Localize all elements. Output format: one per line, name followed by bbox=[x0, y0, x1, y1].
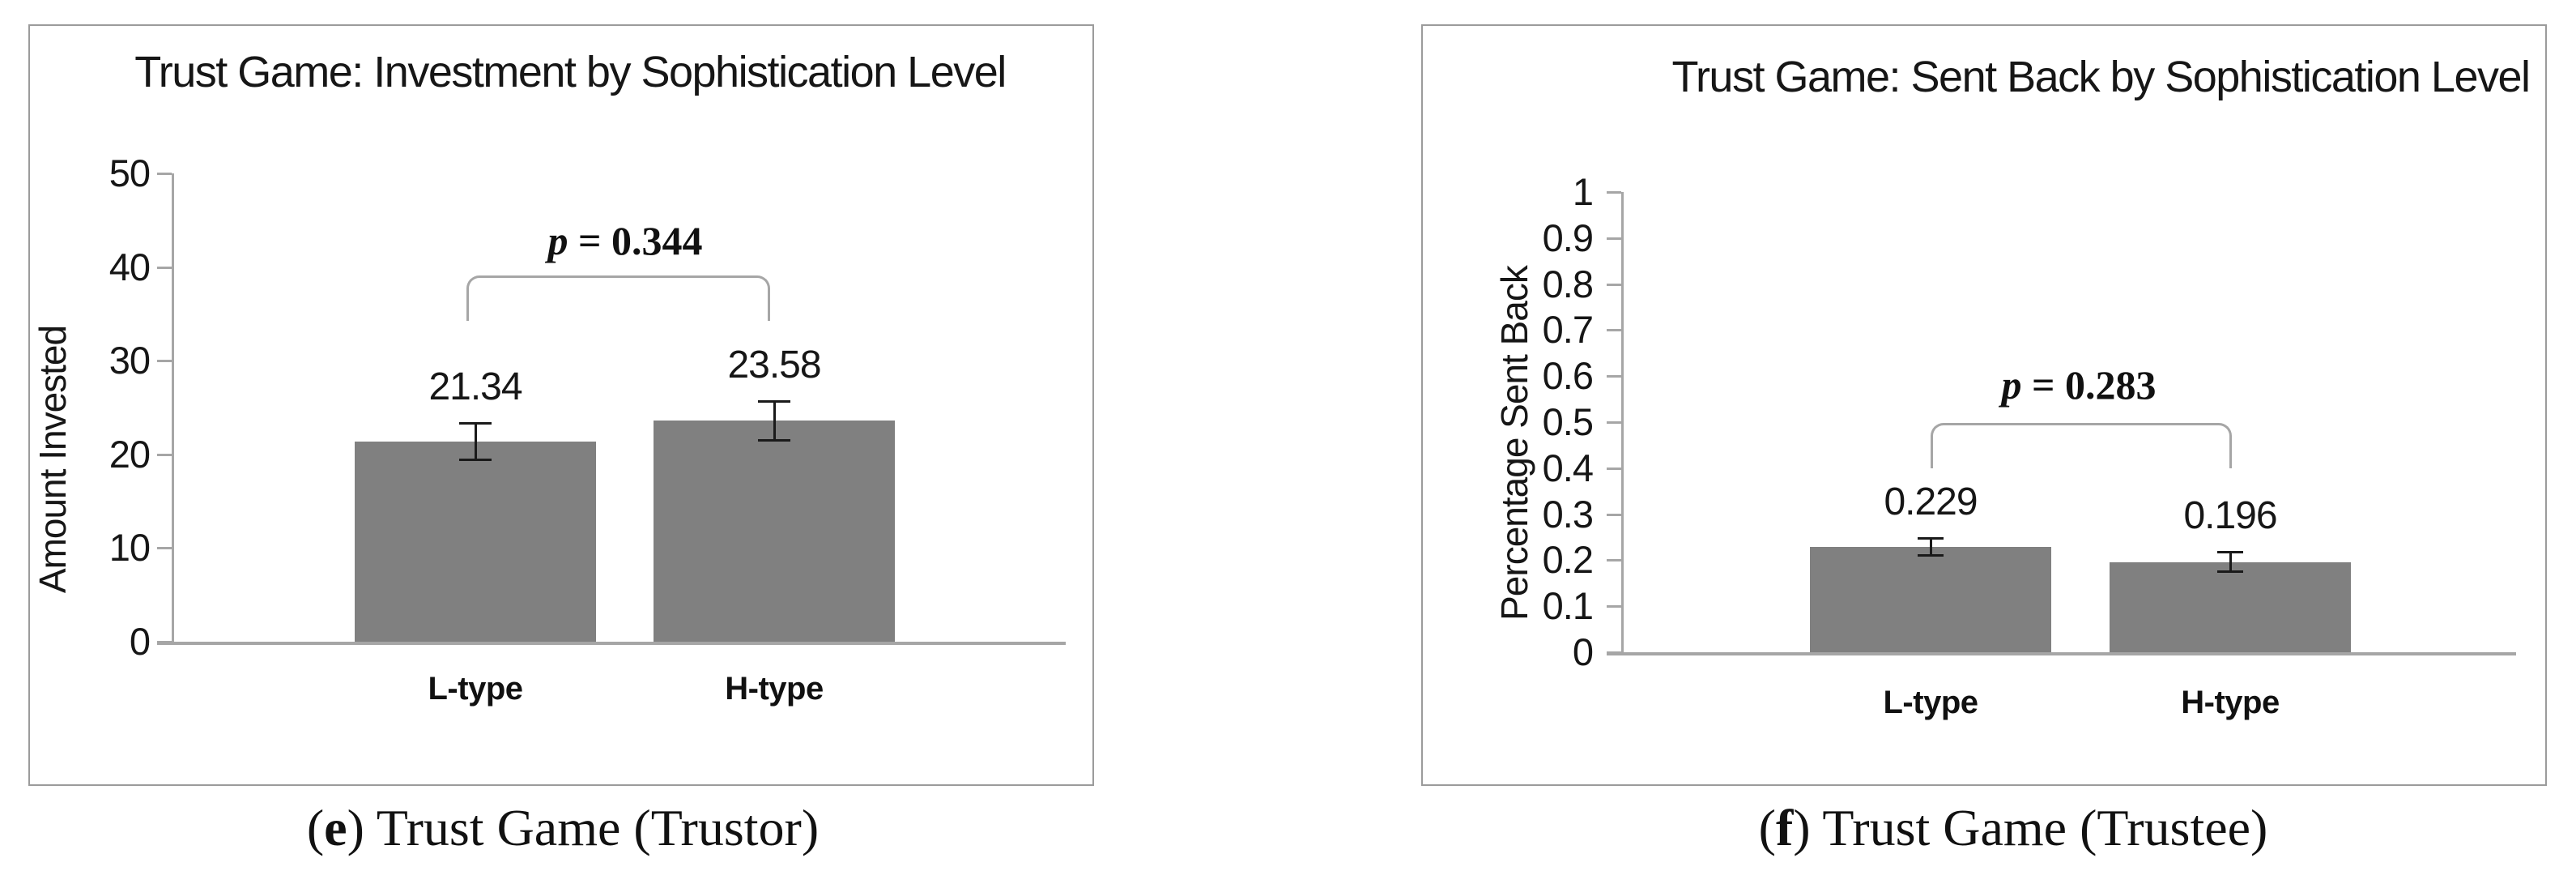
bar-value-label: 0.229 bbox=[1884, 480, 1978, 524]
y-tick-mark bbox=[1607, 514, 1621, 516]
x-axis-line bbox=[157, 642, 1066, 645]
p-value-annotation: p = 0.344 bbox=[382, 217, 868, 264]
p-value-annotation: p = 0.283 bbox=[1836, 361, 2322, 408]
y-tick-label: 0.7 bbox=[1542, 308, 1594, 351]
panel-letter: f bbox=[1775, 799, 1794, 856]
significance-bracket bbox=[466, 275, 770, 321]
error-bar-cap-bottom bbox=[2217, 570, 2243, 574]
panel-letter: e bbox=[324, 799, 347, 856]
error-bar-cap-top bbox=[459, 422, 492, 425]
bar-h-type bbox=[2110, 561, 2351, 652]
y-tick-mark bbox=[1607, 468, 1621, 470]
bar-l-type bbox=[355, 442, 596, 642]
error-bar-stem bbox=[773, 401, 776, 441]
error-bar-stem bbox=[1929, 538, 1932, 556]
p-symbol: p bbox=[547, 218, 568, 263]
error-bar-cap-bottom bbox=[1918, 553, 1944, 557]
y-tick-label: 0.3 bbox=[1542, 493, 1594, 536]
y-tick-label: 0.6 bbox=[1542, 354, 1594, 397]
caption-open-paren: ( bbox=[1758, 799, 1776, 856]
y-tick-label: 40 bbox=[109, 246, 151, 288]
y-tick-label: 20 bbox=[109, 433, 151, 476]
y-tick-mark bbox=[1607, 237, 1621, 240]
y-tick-mark bbox=[157, 454, 172, 456]
y-tick-mark bbox=[157, 547, 172, 549]
error-bar-cap-top bbox=[758, 400, 790, 403]
y-tick-mark bbox=[1607, 605, 1621, 608]
error-bar-cap-bottom bbox=[758, 438, 790, 442]
panel-f-caption: (f) Trust Game (Trustee) bbox=[1527, 799, 2499, 857]
y-tick-label: 0.2 bbox=[1542, 538, 1594, 581]
y-tick-label: 0.5 bbox=[1542, 400, 1594, 443]
y-tick-mark bbox=[1607, 375, 1621, 378]
y-tick-label: 0.8 bbox=[1542, 263, 1594, 305]
error-bar-cap-bottom bbox=[459, 459, 492, 462]
caption-text: ) Trust Game (Trustee) bbox=[1793, 799, 2268, 856]
y-tick-mark bbox=[1607, 191, 1621, 194]
y-tick-mark bbox=[157, 641, 172, 643]
caption-text: ) Trust Game (Trustor) bbox=[347, 799, 820, 856]
x-axis-line bbox=[1607, 652, 2516, 655]
error-bar-stem bbox=[474, 423, 477, 461]
x-category-label: H-type bbox=[2181, 685, 2280, 720]
bar-value-label: 21.34 bbox=[428, 365, 522, 409]
error-bar-stem bbox=[2229, 552, 2232, 573]
y-tick-mark bbox=[157, 267, 172, 269]
y-tick-mark bbox=[1607, 329, 1621, 331]
error-bar-cap-top bbox=[1918, 537, 1944, 540]
y-axis-line bbox=[1621, 192, 1624, 654]
x-category-label: L-type bbox=[428, 671, 524, 707]
y-tick-mark bbox=[1607, 559, 1621, 561]
p-value-text: = 0.283 bbox=[2021, 362, 2157, 408]
significance-bracket bbox=[1931, 423, 2232, 468]
trust-game-trustor-panel: Trust Game: Investment by Sophistication… bbox=[28, 24, 1094, 786]
y-tick-label: 0 bbox=[129, 620, 151, 663]
y-tick-label: 10 bbox=[109, 526, 151, 569]
y-tick-mark bbox=[1607, 651, 1621, 654]
chart-title: Trust Game: Sent Back by Sophistication … bbox=[1671, 53, 2531, 101]
x-category-label: H-type bbox=[725, 671, 824, 707]
bar-value-label: 0.196 bbox=[2183, 494, 2277, 538]
bar-value-label: 23.58 bbox=[727, 344, 821, 387]
caption-open-paren: ( bbox=[306, 799, 325, 856]
y-tick-mark bbox=[157, 173, 172, 175]
y-tick-label: 0.1 bbox=[1542, 584, 1594, 627]
error-bar-cap-top bbox=[2217, 551, 2243, 554]
x-category-label: L-type bbox=[1883, 685, 1979, 720]
p-value-text: = 0.344 bbox=[568, 218, 703, 263]
p-symbol: p bbox=[2001, 362, 2022, 408]
y-tick-label: 50 bbox=[109, 152, 151, 194]
y-axis-line bbox=[172, 173, 174, 643]
panel-e-caption: (e) Trust Game (Trustor) bbox=[77, 799, 1049, 857]
trust-game-trustee-panel: Trust Game: Sent Back by Sophistication … bbox=[1421, 24, 2547, 786]
bar-l-type bbox=[1810, 546, 2051, 652]
bar-h-type bbox=[654, 421, 895, 642]
y-tick-label: 1 bbox=[1572, 170, 1594, 213]
y-tick-mark bbox=[1607, 284, 1621, 286]
y-tick-label: 0.9 bbox=[1542, 216, 1594, 259]
y-tick-mark bbox=[1607, 421, 1621, 424]
y-tick-label: 0.4 bbox=[1542, 446, 1594, 489]
y-tick-mark bbox=[157, 360, 172, 362]
y-tick-label: 0 bbox=[1572, 630, 1594, 673]
y-tick-label: 30 bbox=[109, 339, 151, 382]
chart-title: Trust Game: Investment by Sophistication… bbox=[134, 48, 1007, 96]
